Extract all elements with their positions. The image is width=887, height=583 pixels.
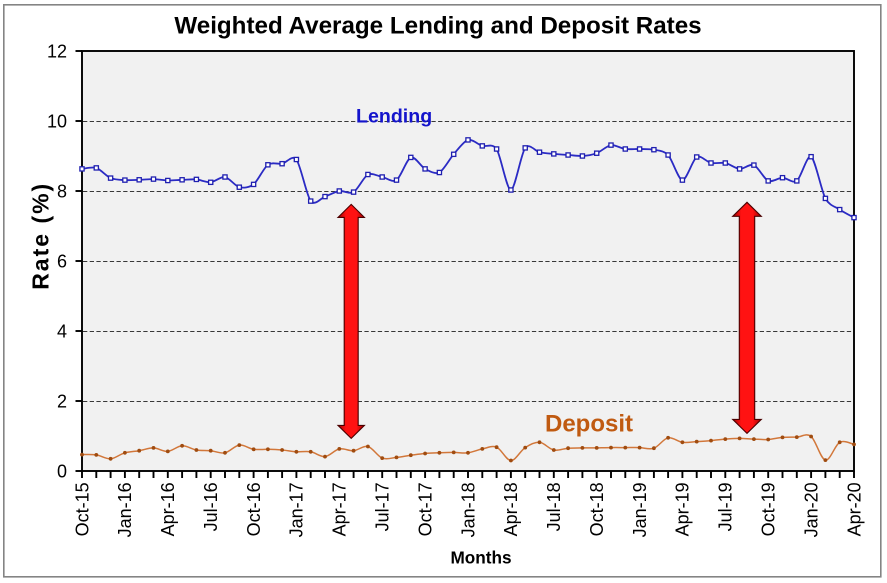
svg-text:Oct-16: Oct-16 [244, 482, 264, 536]
svg-text:0: 0 [57, 461, 67, 481]
svg-text:Lending: Lending [356, 106, 432, 128]
svg-text:Apr-16: Apr-16 [158, 482, 178, 536]
svg-text:Oct-19: Oct-19 [759, 482, 779, 536]
svg-text:8: 8 [57, 181, 67, 201]
svg-text:Jan-20: Jan-20 [801, 482, 821, 537]
svg-text:6: 6 [57, 251, 67, 271]
svg-text:Jul-16: Jul-16 [201, 482, 221, 531]
svg-text:Apr-17: Apr-17 [330, 482, 350, 536]
svg-text:4: 4 [57, 321, 67, 341]
svg-text:Jul-19: Jul-19 [716, 482, 736, 531]
svg-text:Rate (%): Rate (%) [28, 182, 54, 290]
svg-text:Deposit: Deposit [545, 411, 633, 438]
svg-text:Jul-18: Jul-18 [544, 482, 564, 531]
svg-text:Oct-17: Oct-17 [415, 482, 435, 536]
svg-text:Jan-17: Jan-17 [287, 482, 307, 537]
svg-text:Jan-19: Jan-19 [630, 482, 650, 537]
svg-text:10: 10 [47, 111, 67, 131]
svg-text:Apr-20: Apr-20 [844, 482, 864, 536]
svg-text:Oct-18: Oct-18 [587, 482, 607, 536]
svg-text:Apr-18: Apr-18 [501, 482, 521, 536]
svg-text:Jan-16: Jan-16 [115, 482, 135, 537]
svg-text:12: 12 [47, 41, 67, 61]
svg-text:Apr-19: Apr-19 [673, 482, 693, 536]
svg-text:Jan-18: Jan-18 [458, 482, 478, 537]
svg-text:2: 2 [57, 391, 67, 411]
svg-text:Oct-15: Oct-15 [72, 482, 92, 536]
svg-text:Weighted Average Lending and D: Weighted Average Lending and Deposit Rat… [174, 13, 701, 40]
svg-text:Months: Months [450, 548, 511, 568]
svg-text:Jul-17: Jul-17 [373, 482, 393, 531]
